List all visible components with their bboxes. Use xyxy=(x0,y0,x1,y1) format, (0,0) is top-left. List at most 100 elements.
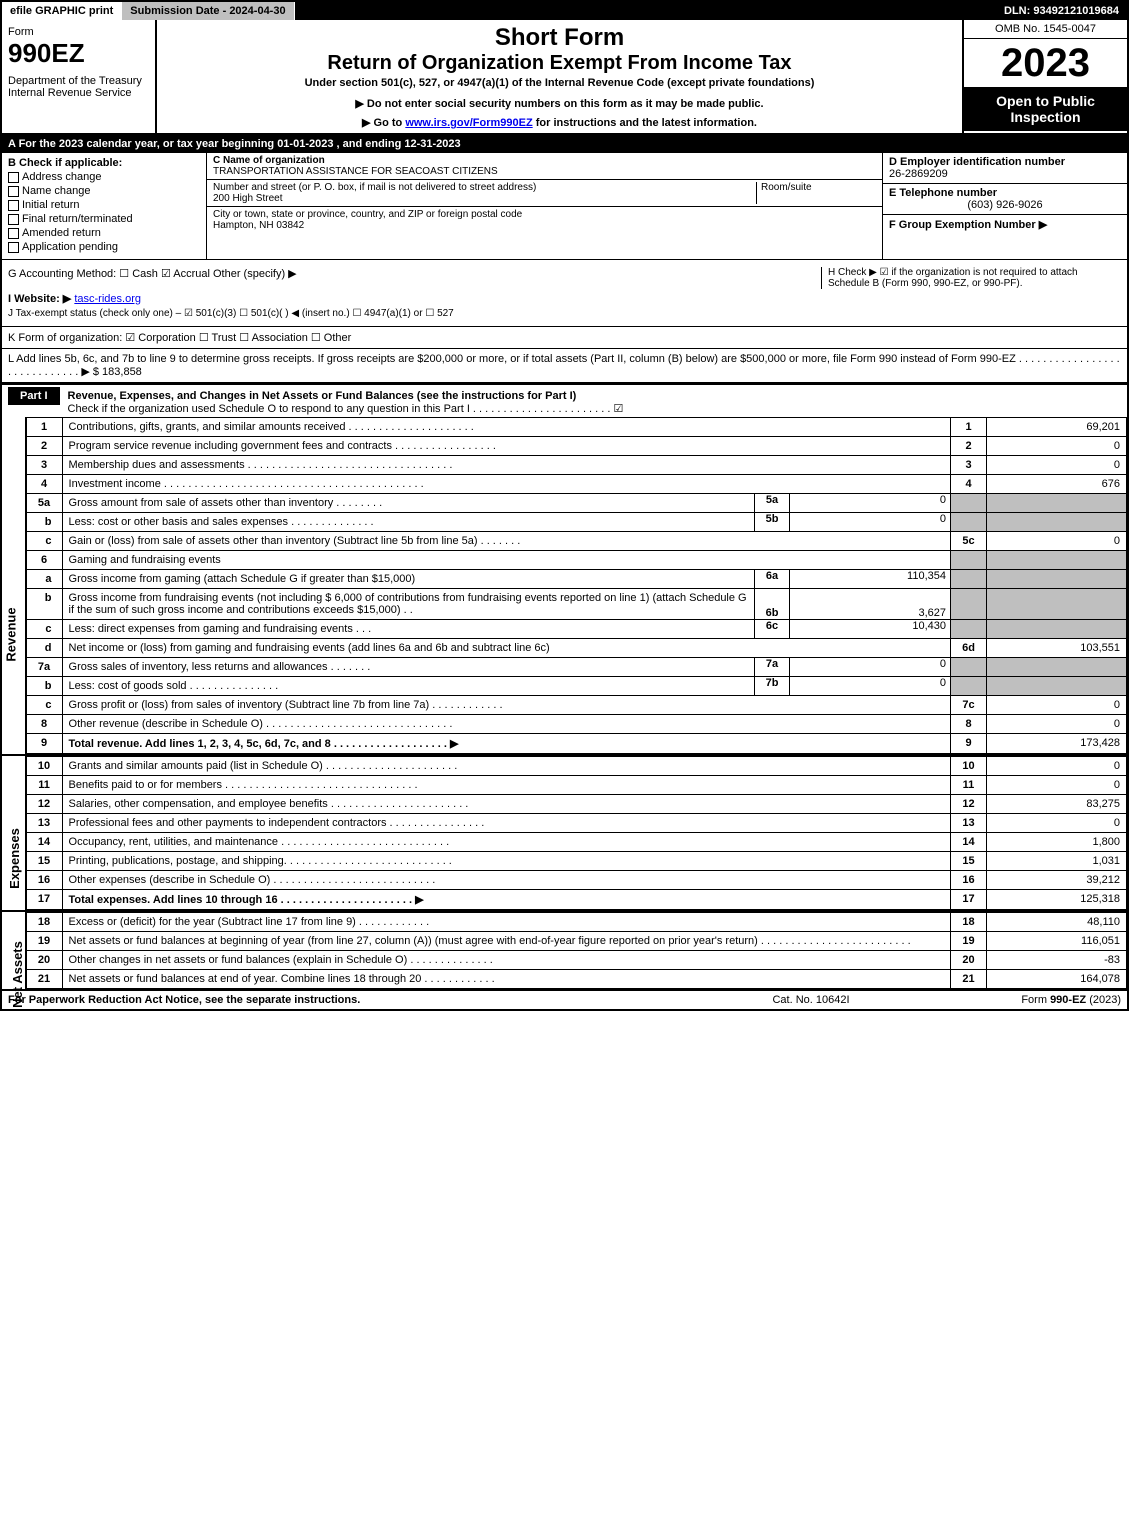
city-label: City or town, state or province, country… xyxy=(213,209,522,220)
header-left: Form 990EZ Department of the Treasury In… xyxy=(2,20,157,133)
top-bar: efile GRAPHIC print Submission Date - 20… xyxy=(2,2,1127,20)
footer-mid: Cat. No. 10642I xyxy=(701,994,921,1006)
tel-row: E Telephone number (603) 926-9026 xyxy=(883,184,1127,215)
subtitle-1: Under section 501(c), 527, or 4947(a)(1)… xyxy=(165,77,954,89)
check-final-return[interactable]: Final return/terminated xyxy=(8,213,200,225)
line-k: K Form of organization: ☑ Corporation ☐ … xyxy=(2,327,1127,349)
ein: 26-2869209 xyxy=(889,168,948,180)
form-990ez-page: efile GRAPHIC print Submission Date - 20… xyxy=(0,0,1129,1011)
street-label: Number and street (or P. O. box, if mail… xyxy=(213,182,536,193)
line-10: 10Grants and similar amounts paid (list … xyxy=(26,757,1126,776)
netassets-section: Net Assets 18Excess or (deficit) for the… xyxy=(2,910,1127,989)
block-b-title: B Check if applicable: xyxy=(8,157,200,169)
ein-row: D Employer identification number 26-2869… xyxy=(883,153,1127,184)
line-12: 12Salaries, other compensation, and empl… xyxy=(26,795,1126,814)
netassets-side-label: Net Assets xyxy=(2,912,26,989)
group-row: F Group Exemption Number ▶ xyxy=(883,215,1127,234)
section-g-to-l: G Accounting Method: ☐ Cash ☑ Accrual Ot… xyxy=(2,260,1127,327)
city-row: City or town, state or province, country… xyxy=(207,207,882,233)
website-label: I Website: ▶ xyxy=(8,293,71,305)
line-13: 13Professional fees and other payments t… xyxy=(26,814,1126,833)
form-word: Form xyxy=(8,26,149,38)
part-i-label: Part I xyxy=(8,387,60,405)
line-5a: 5aGross amount from sale of assets other… xyxy=(26,494,1126,513)
line-6b: bGross income from fundraising events (n… xyxy=(26,589,1126,620)
line-16: 16Other expenses (describe in Schedule O… xyxy=(26,871,1126,890)
section-a: A For the 2023 calendar year, or tax yea… xyxy=(2,135,1127,153)
sub3-pre: ▶ Go to xyxy=(362,117,405,129)
tel: (603) 926-9026 xyxy=(889,199,1121,211)
expenses-table: 10Grants and similar amounts paid (list … xyxy=(26,756,1127,910)
line-18: 18Excess or (deficit) for the year (Subt… xyxy=(26,913,1126,932)
street-row: Number and street (or P. O. box, if mail… xyxy=(207,180,882,207)
part-i-check: Check if the organization used Schedule … xyxy=(68,403,624,415)
sub3-post: for instructions and the latest informat… xyxy=(533,117,757,129)
dept-label: Department of the Treasury Internal Reve… xyxy=(8,75,149,99)
check-name-change[interactable]: Name change xyxy=(8,185,200,197)
line-19: 19Net assets or fund balances at beginni… xyxy=(26,932,1126,951)
line-3: 3Membership dues and assessments . . . .… xyxy=(26,456,1126,475)
line-2: 2Program service revenue including gover… xyxy=(26,437,1126,456)
line-9: 9Total revenue. Add lines 1, 2, 3, 4, 5c… xyxy=(26,734,1126,754)
subtitle-2: ▶ Do not enter social security numbers o… xyxy=(165,97,954,110)
short-form-title: Short Form xyxy=(165,24,954,52)
check-address-change[interactable]: Address change xyxy=(8,171,200,183)
check-application-pending[interactable]: Application pending xyxy=(8,241,200,253)
line-g: G Accounting Method: ☐ Cash ☑ Accrual Ot… xyxy=(8,267,821,289)
org-name-label: C Name of organization xyxy=(213,155,325,166)
check-initial-return[interactable]: Initial return xyxy=(8,199,200,211)
line-21: 21Net assets or fund balances at end of … xyxy=(26,970,1126,989)
line-8: 8Other revenue (describe in Schedule O) … xyxy=(26,715,1126,734)
check-amended-return[interactable]: Amended return xyxy=(8,227,200,239)
room-label: Room/suite xyxy=(761,182,812,193)
form-header: Form 990EZ Department of the Treasury In… xyxy=(2,20,1127,135)
page-footer: For Paperwork Reduction Act Notice, see … xyxy=(2,989,1127,1009)
efile-label: efile GRAPHIC print xyxy=(2,2,122,20)
revenue-table: 1Contributions, gifts, grants, and simil… xyxy=(26,417,1127,754)
line-14: 14Occupancy, rent, utilities, and mainte… xyxy=(26,833,1126,852)
org-name-row: C Name of organization TRANSPORTATION AS… xyxy=(207,153,882,180)
line-20: 20Other changes in net assets or fund ba… xyxy=(26,951,1126,970)
revenue-section: Revenue 1Contributions, gifts, grants, a… xyxy=(2,417,1127,754)
line-6d: dNet income or (loss) from gaming and fu… xyxy=(26,639,1126,658)
revenue-side-label: Revenue xyxy=(2,417,26,754)
line-5c: cGain or (loss) from sale of assets othe… xyxy=(26,532,1126,551)
footer-right: Form 990-EZ (2023) xyxy=(921,994,1121,1006)
line-6: 6Gaming and fundraising events xyxy=(26,551,1126,570)
line-17: 17Total expenses. Add lines 10 through 1… xyxy=(26,890,1126,910)
ein-label: D Employer identification number xyxy=(889,156,1065,168)
line-4: 4Investment income . . . . . . . . . . .… xyxy=(26,475,1126,494)
submission-date: Submission Date - 2024-04-30 xyxy=(122,2,294,20)
line-6c: cLess: direct expenses from gaming and f… xyxy=(26,620,1126,639)
block-c: C Name of organization TRANSPORTATION AS… xyxy=(207,153,882,259)
line-1: 1Contributions, gifts, grants, and simil… xyxy=(26,418,1126,437)
block-d: D Employer identification number 26-2869… xyxy=(882,153,1127,259)
line-h: H Check ▶ ☑ if the organization is not r… xyxy=(821,267,1121,289)
city: Hampton, NH 03842 xyxy=(213,220,304,231)
expenses-section: Expenses 10Grants and similar amounts pa… xyxy=(2,754,1127,910)
website-link[interactable]: tasc-rides.org xyxy=(74,293,141,305)
irs-link[interactable]: www.irs.gov/Form990EZ xyxy=(405,117,532,129)
street: 200 High Street xyxy=(213,193,283,204)
part-i-title: Revenue, Expenses, and Changes in Net As… xyxy=(68,390,577,402)
form-number: 990EZ xyxy=(8,38,149,69)
subtitle-3: ▶ Go to www.irs.gov/Form990EZ for instru… xyxy=(165,116,954,129)
line-7a: 7aGross sales of inventory, less returns… xyxy=(26,658,1126,677)
group-label: F Group Exemption Number ▶ xyxy=(889,219,1047,231)
part-i-header: Part I Revenue, Expenses, and Changes in… xyxy=(2,384,1127,417)
line-j: J Tax-exempt status (check only one) ‒ ☑… xyxy=(8,308,1121,319)
header-middle: Short Form Return of Organization Exempt… xyxy=(157,20,962,133)
line-i: I Website: ▶ tasc-rides.org xyxy=(8,292,1121,305)
netassets-table: 18Excess or (deficit) for the year (Subt… xyxy=(26,912,1127,989)
line-15: 15Printing, publications, postage, and s… xyxy=(26,852,1126,871)
open-to-public: Open to Public Inspection xyxy=(964,87,1127,131)
dln: DLN: 93492121019684 xyxy=(996,2,1127,20)
tax-year: 2023 xyxy=(964,39,1127,87)
header-right: OMB No. 1545-0047 2023 Open to Public In… xyxy=(962,20,1127,133)
blocks-bcd: B Check if applicable: Address change Na… xyxy=(2,153,1127,260)
org-name: TRANSPORTATION ASSISTANCE FOR SEACOAST C… xyxy=(213,166,498,177)
tel-label: E Telephone number xyxy=(889,187,997,199)
line-5b: bLess: cost or other basis and sales exp… xyxy=(26,513,1126,532)
block-b: B Check if applicable: Address change Na… xyxy=(2,153,207,259)
line-6a: aGross income from gaming (attach Schedu… xyxy=(26,570,1126,589)
